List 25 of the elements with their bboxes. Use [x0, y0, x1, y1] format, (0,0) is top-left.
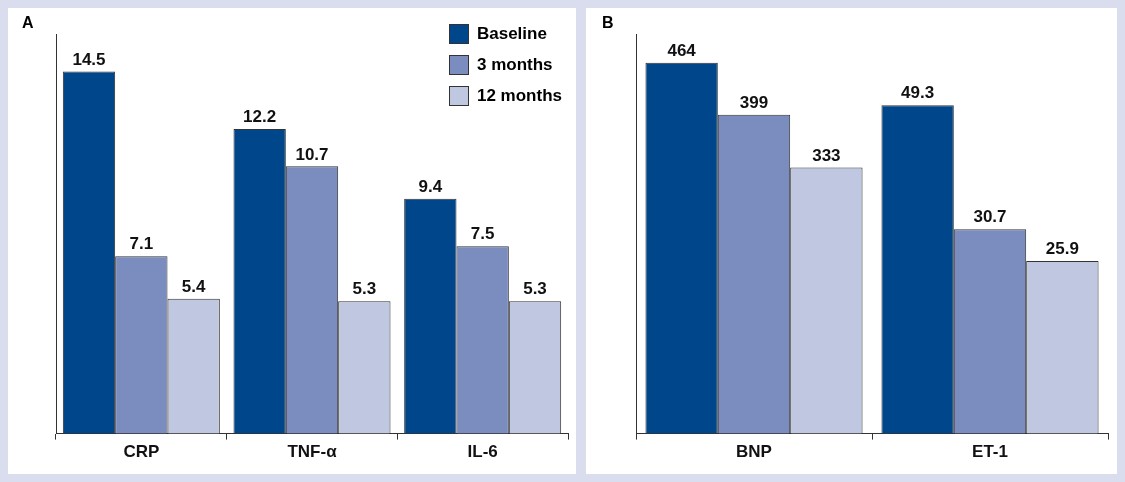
- data-label: 399: [739, 92, 769, 112]
- data-label: 7.1: [129, 234, 154, 254]
- x-tick-label: BNP: [736, 442, 772, 462]
- data-label: 464: [667, 40, 697, 60]
- data-label: 5.4: [181, 276, 207, 296]
- data-label: 7.5: [470, 224, 495, 244]
- data-label: 25.9: [1045, 239, 1079, 259]
- x-tick-label: ET-1: [972, 442, 1008, 462]
- data-label: 30.7: [973, 207, 1007, 227]
- data-label: 333: [812, 145, 841, 165]
- data-label: 49.3: [901, 83, 935, 103]
- data-label: 10.7: [295, 144, 329, 164]
- data-label: 14.5: [72, 49, 106, 69]
- x-tick-label: IL-6: [467, 442, 498, 462]
- legend-label: 12 months: [476, 85, 562, 106]
- legend-label: 3 months: [476, 54, 553, 75]
- data-label: 9.4: [418, 177, 443, 197]
- data-label: 5.3: [523, 279, 547, 299]
- legend-label: Baseline: [476, 23, 547, 44]
- x-tick-label: CRP: [123, 442, 160, 462]
- chart-title: B: [602, 14, 614, 32]
- data-label: 5.3: [352, 279, 377, 299]
- x-tick-label: TNF-α: [287, 442, 338, 462]
- data-label: 12.2: [243, 107, 277, 127]
- chart-title: A: [22, 14, 34, 32]
